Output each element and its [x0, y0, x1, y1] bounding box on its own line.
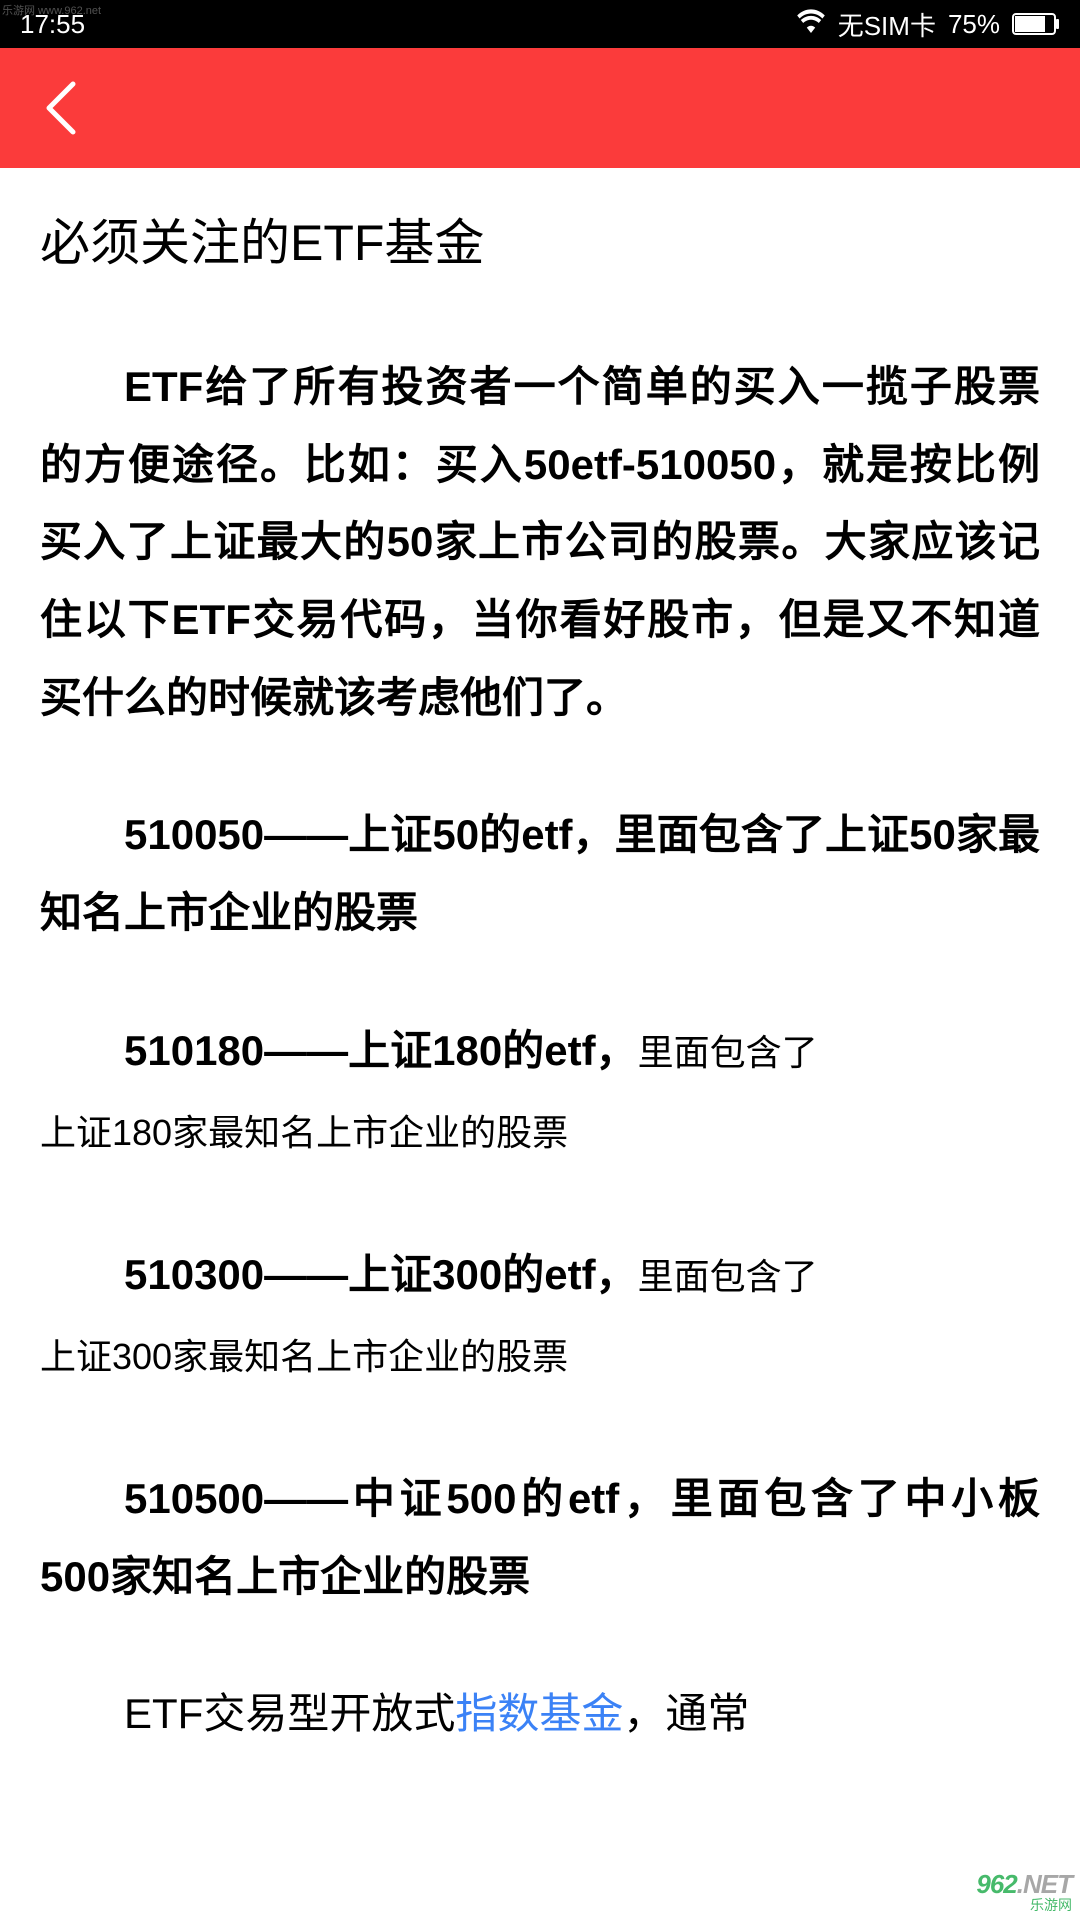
paragraph-item-1: 510050——上证50的etf，里面包含了上证50家最知名上市企业的股票: [40, 796, 1040, 951]
status-right: 无SIM卡 75%: [796, 6, 1060, 43]
paragraph-lead: 510300——上证300的etf，: [124, 1251, 638, 1298]
app-header: [0, 48, 1080, 168]
paragraph-text: 510050——上证50的etf，里面包含了上证50家最知名上市企业的股票: [40, 811, 1040, 936]
back-button[interactable]: [30, 78, 90, 138]
chevron-left-icon: [43, 80, 77, 136]
paragraph-footer: ETF交易型开放式指数基金，通常: [40, 1675, 1040, 1753]
article-title: 必须关注的ETF基金: [40, 208, 1040, 278]
paragraph-lead: 510180——上证180的etf，: [124, 1027, 638, 1074]
watermark-main-a: 962: [976, 1869, 1016, 1899]
paragraph-text: ETF给了所有投资者一个简单的买入一揽子股票的方便途径。比如：买入50etf-5…: [40, 363, 1040, 721]
footer-pre: ETF交易型开放式: [124, 1690, 455, 1737]
battery-icon: [1012, 13, 1060, 35]
watermark-bottom-right: 962.NET 乐游网: [976, 1871, 1072, 1912]
paragraph-trail: 里面包含了: [638, 1032, 818, 1073]
wifi-icon: [796, 9, 826, 40]
paragraph-intro: ETF给了所有投资者一个简单的买入一揽子股票的方便途径。比如：买入50etf-5…: [40, 348, 1040, 736]
paragraph-item-2: 510180——上证180的etf，里面包含了 上证180家最知名上市企业的股票: [40, 1012, 1040, 1176]
paragraph-item-3: 510300——上证300的etf，里面包含了 上证300家最知名上市企业的股票: [40, 1236, 1040, 1400]
paragraph-item-4: 510500——中证500的etf，里面包含了中小板500家知名上市企业的股票: [40, 1460, 1040, 1615]
status-sim-text: 无SIM卡: [838, 6, 936, 43]
paragraph-trail: 里面包含了: [638, 1256, 818, 1297]
watermark-sub: 乐游网: [1030, 1898, 1072, 1912]
paragraph-line: 上证180家最知名上市企业的股票: [40, 1090, 1040, 1176]
footer-post: ，通常: [623, 1690, 749, 1737]
paragraph-line: 上证300家最知名上市企业的股票: [40, 1314, 1040, 1400]
watermark-top-left: 乐游网 www.962.net: [2, 2, 101, 18]
footer-link[interactable]: 指数基金: [455, 1690, 623, 1737]
status-bar: 17:55 无SIM卡 75%: [0, 0, 1080, 48]
article-content: 必须关注的ETF基金 ETF给了所有投资者一个简单的买入一揽子股票的方便途径。比…: [0, 168, 1080, 1753]
watermark-main-b: .NET: [1017, 1869, 1072, 1899]
status-battery-percent: 75%: [948, 9, 1000, 40]
paragraph-text: 510500——中证500的etf，里面包含了中小板500家知名上市企业的股票: [40, 1475, 1040, 1600]
